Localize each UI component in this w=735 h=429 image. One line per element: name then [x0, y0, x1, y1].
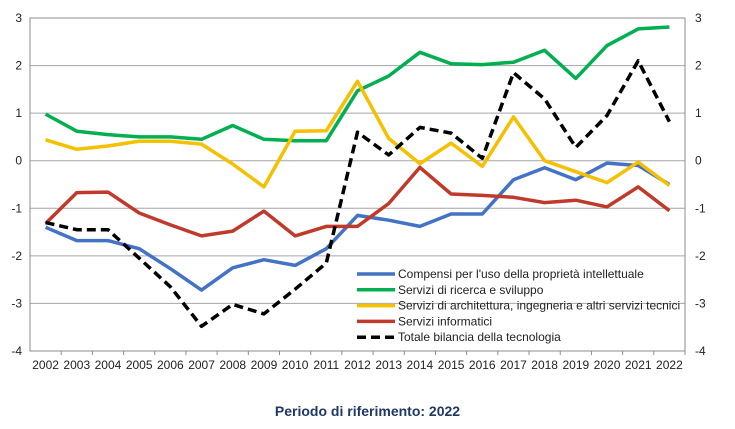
x-tick-label: 2015	[438, 358, 465, 372]
x-tick-label: 2013	[375, 358, 402, 372]
x-tick-label: 2010	[282, 358, 309, 372]
y-tick-label-right: -2	[695, 249, 706, 263]
x-tick-label: 2006	[157, 358, 184, 372]
x-tick-label: 2014	[407, 358, 434, 372]
x-tick-label: 2017	[500, 358, 527, 372]
x-tick-label: 2002	[32, 358, 59, 372]
series-line-2	[45, 79, 671, 189]
y-tick-label-left: -2	[11, 249, 22, 263]
y-tick-label-right: -3	[695, 296, 706, 310]
y-tick-label-left: 3	[15, 11, 22, 25]
y-tick-label-left: 1	[15, 106, 22, 120]
x-tick-label: 2009	[251, 358, 278, 372]
y-tick-label-right: 2	[695, 59, 702, 73]
footer-caption: Periodo di riferimento: 2022	[274, 403, 461, 419]
series-line-3	[44, 165, 671, 238]
x-tick-label: 2005	[126, 358, 153, 372]
x-tick-label: 2007	[188, 358, 215, 372]
series-line-4	[45, 59, 671, 329]
x-tick-label: 2020	[594, 358, 621, 372]
x-tick-label: 2003	[63, 358, 90, 372]
legend-label-0: Compensi per l'uso della proprietà intel…	[398, 267, 644, 281]
legend-label-4: Totale bilancia della tecnologia	[398, 330, 561, 344]
x-tick-label: 2004	[95, 358, 122, 372]
y-tick-label-right: -1	[695, 201, 706, 215]
x-tick-label: 2012	[344, 358, 371, 372]
y-tick-label-left: 0	[15, 154, 22, 168]
x-tick-label: 2022	[656, 358, 683, 372]
x-tick-label: 2016	[469, 358, 496, 372]
y-tick-label-left: -4	[11, 344, 22, 358]
y-tick-label-right: 3	[695, 11, 702, 25]
series-line-0	[44, 161, 671, 292]
y-tick-label-left: -3	[11, 296, 22, 310]
x-tick-label: 2021	[625, 358, 652, 372]
y-tick-label-left: -1	[11, 201, 22, 215]
x-tick-label: 2008	[219, 358, 246, 372]
y-tick-label-right: 1	[695, 106, 702, 120]
x-tick-label: 2018	[531, 358, 558, 372]
y-tick-label-right: 0	[695, 154, 702, 168]
x-tick-label: 2019	[562, 358, 589, 372]
y-tick-label-right: -4	[695, 344, 706, 358]
x-tick-label: 2011	[313, 358, 339, 372]
y-tick-label-left: 2	[15, 59, 22, 73]
legend-label-2: Servizi di architettura, ingegneria e al…	[398, 299, 680, 313]
legend-label-1: Servizi di ricerca e sviluppo	[398, 283, 544, 297]
plot-frame	[29, 17, 686, 352]
series-line-1	[44, 25, 670, 143]
legend-label-3: Servizi informatici	[398, 314, 492, 328]
